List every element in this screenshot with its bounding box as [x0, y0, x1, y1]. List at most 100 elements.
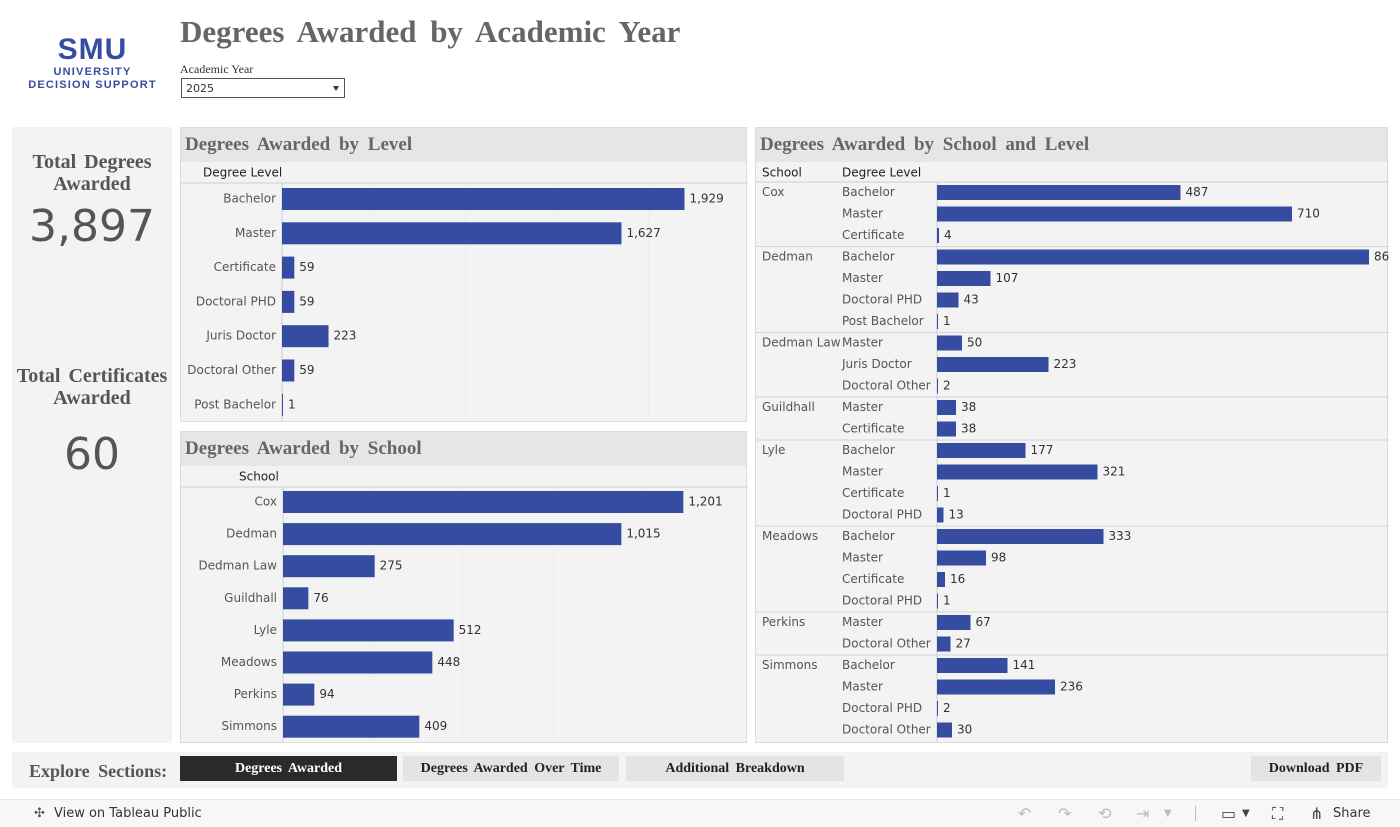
data-label: 2 [943, 379, 951, 393]
category-label: Lyle [254, 623, 277, 637]
academic-year-dropdown[interactable]: 2025 [181, 78, 345, 98]
level-label: Post Bachelor [842, 314, 924, 328]
nav-degrees-awarded-button[interactable]: Degrees Awarded [180, 756, 397, 781]
category-label: Dedman Law [198, 559, 277, 573]
data-label: 76 [313, 591, 328, 605]
level-label: Certificate [842, 422, 904, 436]
fullscreen-icon[interactable]: ⛶ [1272, 804, 1284, 823]
nav-additional-breakdown-button[interactable]: Additional Breakdown [626, 756, 844, 781]
data-label: 13 [949, 508, 964, 522]
comment-icon[interactable]: ▭ [1221, 804, 1237, 823]
level-label: Bachelor [842, 443, 895, 457]
refresh-icon[interactable]: ⇥ [1136, 804, 1150, 823]
data-label: 1,201 [688, 495, 722, 509]
comment-dropdown-icon[interactable]: ▼ [1242, 808, 1250, 819]
bar [937, 335, 962, 351]
chart-panel-by-level: Degrees Awarded by Level Degree Level Bac… [180, 127, 748, 422]
bar [937, 400, 956, 415]
bar [937, 292, 959, 308]
data-label: 43 [964, 293, 979, 307]
bar [937, 206, 1292, 222]
bar [937, 636, 951, 652]
data-label: 710 [1297, 207, 1320, 221]
level-label: Doctoral PHD [842, 293, 922, 307]
tableau-icon: ✣ [34, 806, 45, 821]
bar [283, 683, 315, 706]
logo-sub-text-2: DECISION SUPPORT [28, 79, 157, 91]
column-header: Degree Level [203, 166, 282, 180]
chart-title-by-school-and-level: Degrees Awarded by School and Level [760, 134, 1090, 155]
level-label: Certificate [842, 486, 904, 500]
data-label: 59 [299, 260, 314, 274]
bar [937, 615, 971, 630]
data-label: 448 [437, 655, 460, 669]
category-label: Doctoral Other [187, 363, 276, 377]
column-header-level: Degree Level [842, 166, 921, 180]
level-label: Juris Doctor [841, 357, 912, 371]
data-label: 94 [319, 687, 334, 701]
bar [283, 715, 420, 738]
level-label: Master [842, 271, 883, 285]
bar [283, 587, 309, 610]
bar [283, 491, 684, 513]
bar [937, 249, 1369, 265]
bar [937, 185, 1181, 200]
data-label: 107 [996, 271, 1019, 285]
school-label: Dedman [762, 250, 813, 264]
level-label: Master [842, 465, 883, 479]
school-label: Dedman Law [762, 336, 841, 350]
bar [937, 378, 938, 394]
panel-header: Degrees Awarded by School and Level [756, 128, 1387, 162]
level-label: Doctoral PHD [842, 701, 922, 715]
bar [937, 443, 1026, 458]
refresh-dropdown-icon[interactable]: ▼ [1164, 808, 1172, 819]
category-label: Perkins [234, 687, 277, 701]
bar [282, 393, 283, 416]
revert-icon[interactable]: ⟲ [1098, 804, 1112, 823]
bar [282, 256, 295, 279]
bar-chart-by-school: School Cox 1,201 Dedman 1,015 Dedman Law 275 Gu… [181, 470, 748, 742]
redo-icon[interactable]: ↷ [1058, 804, 1072, 823]
bar [937, 593, 938, 609]
bar [283, 523, 622, 546]
data-label: 275 [380, 559, 403, 573]
data-label: 487 [1186, 185, 1209, 199]
view-on-tableau-label: View on Tableau Public [54, 806, 202, 821]
data-label: 1,015 [626, 527, 660, 541]
category-label: Post Bachelor [194, 397, 276, 411]
category-label: Master [235, 226, 276, 240]
bar [937, 679, 1055, 695]
level-label: Doctoral PHD [842, 594, 922, 608]
kpi-panel: Total Degrees Awarded 3,897 Total Certif… [12, 127, 172, 743]
view-on-tableau-link[interactable]: ✣ View on Tableau Public [34, 806, 202, 821]
level-label: Bachelor [842, 185, 895, 199]
category-label: Guildhall [224, 591, 277, 605]
bar [937, 701, 938, 716]
data-label: 1 [943, 594, 951, 608]
data-label: 38 [961, 400, 976, 414]
undo-icon[interactable]: ↶ [1018, 804, 1032, 823]
download-pdf-button[interactable]: Download PDF [1251, 756, 1381, 781]
data-label: 50 [967, 336, 982, 350]
bar [937, 486, 938, 501]
data-label: 177 [1031, 443, 1054, 457]
dropdown-arrow-icon [333, 86, 339, 91]
logo-sub-text-1: UNIVERSITY [53, 66, 132, 78]
toolbar-divider [1195, 806, 1196, 821]
nav-degrees-over-time-button[interactable]: Degrees Awarded Over Time [403, 756, 619, 781]
tableau-toolbar: ✣ View on Tableau Public ↶ ↷ ⟲ ⇥ ▼ ▭ ▼ ⛶ … [0, 799, 1400, 827]
bar [937, 464, 1098, 480]
academic-year-label: Academic Year [180, 62, 254, 76]
column-header-school: School [762, 166, 802, 180]
category-label: Cox [255, 495, 277, 509]
column-header: School [239, 470, 279, 484]
bar [937, 658, 1008, 673]
share-label[interactable]: Share [1333, 806, 1371, 821]
school-label: Meadows [762, 529, 818, 543]
level-label: Doctoral PHD [842, 508, 922, 522]
logo-main-text: SMU [57, 33, 128, 66]
data-label: 1,929 [689, 192, 723, 206]
data-label: 67 [976, 615, 991, 629]
bar [937, 357, 1049, 372]
share-icon[interactable]: ⋔ [1310, 804, 1324, 823]
